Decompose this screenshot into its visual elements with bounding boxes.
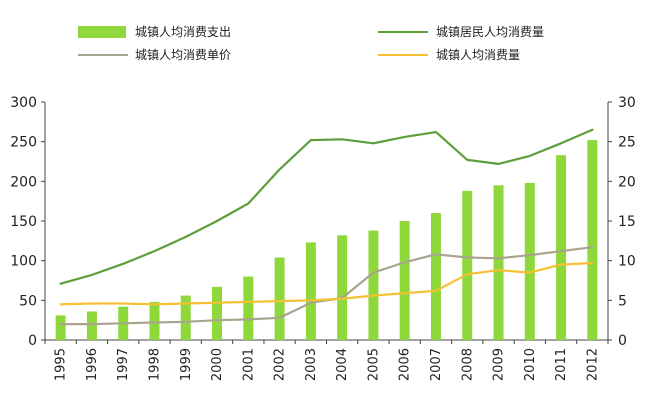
bar xyxy=(212,286,223,340)
x-tick-label: 2001 xyxy=(241,348,256,381)
legend-label-bar: 城镇人均消费支出 xyxy=(135,25,231,39)
x-tick-label: 2011 xyxy=(554,348,569,381)
x-tick-label: 2008 xyxy=(460,348,475,381)
left-tick-label: 250 xyxy=(10,135,37,151)
bar xyxy=(587,140,598,340)
bar xyxy=(524,182,535,340)
x-tick-label: 1998 xyxy=(147,348,162,381)
bar xyxy=(305,242,316,340)
left-tick-label: 0 xyxy=(28,333,37,349)
x-tick-label: 2003 xyxy=(304,348,319,381)
x-tick-label: 2009 xyxy=(492,348,507,381)
bar-series xyxy=(55,140,598,340)
right-tick-label: 15 xyxy=(618,214,636,230)
right-tick-label: 5 xyxy=(618,293,627,309)
x-axis-ticks: 1995 1996 1997 1998 1999 2000 2001 2002 2003 2004… xyxy=(44,340,609,381)
x-tick-label: 2006 xyxy=(398,348,413,381)
legend-label-unit-price: 城镇人均消费单价 xyxy=(135,48,231,62)
x-tick-label: 2007 xyxy=(429,348,444,381)
bar xyxy=(243,276,254,340)
legend-item-per-capita-volume: 城镇人均消费量 xyxy=(378,48,520,62)
bar xyxy=(368,230,379,340)
bar xyxy=(274,257,285,340)
bar xyxy=(180,295,191,340)
right-tick-label: 25 xyxy=(618,135,636,151)
bar xyxy=(462,190,473,340)
legend-swatch-bar xyxy=(78,26,126,38)
bar xyxy=(337,235,348,340)
line-per-capita-volume xyxy=(59,261,594,306)
left-axis-ticks: 0 50 100 150 200 250 300 xyxy=(10,95,45,349)
x-tick-label: 1997 xyxy=(116,348,131,381)
legend: 城镇人均消费支出 城镇居民人均消费量 城镇人均消费单价 城镇人均消费量 xyxy=(78,25,544,62)
legend-item-consumption-volume: 城镇居民人均消费量 xyxy=(378,25,544,39)
right-tick-label: 0 xyxy=(618,333,627,349)
x-tick-label: 2005 xyxy=(366,348,381,381)
left-tick-label: 300 xyxy=(10,95,37,111)
line-unit-price xyxy=(59,246,594,326)
right-tick-label: 20 xyxy=(618,174,636,190)
bar xyxy=(55,315,66,340)
x-tick-label: 1995 xyxy=(54,348,69,381)
left-tick-label: 50 xyxy=(19,293,37,309)
left-tick-label: 100 xyxy=(10,254,37,270)
bar xyxy=(430,213,441,340)
legend-label-consumption-volume: 城镇居民人均消费量 xyxy=(436,25,544,39)
bar xyxy=(149,301,160,340)
x-tick-label: 2004 xyxy=(335,348,350,381)
right-tick-label: 30 xyxy=(618,95,636,111)
legend-item-unit-price: 城镇人均消费单价 xyxy=(78,48,231,62)
bar xyxy=(493,185,504,340)
bar xyxy=(86,311,97,340)
line-consumption-volume xyxy=(59,128,594,285)
line-series-group xyxy=(59,128,594,326)
x-tick-label: 2002 xyxy=(273,348,288,381)
left-tick-label: 150 xyxy=(10,214,37,230)
x-tick-label: 2000 xyxy=(210,348,225,381)
x-tick-label: 2012 xyxy=(585,348,600,381)
bar xyxy=(556,155,567,340)
x-tick-label: 2010 xyxy=(523,348,538,381)
left-tick-label: 200 xyxy=(10,174,37,190)
right-axis-ticks: 0 5 10 15 20 25 30 xyxy=(608,95,636,349)
x-tick-label: 1999 xyxy=(179,348,194,381)
bar xyxy=(399,221,410,340)
x-tick-label: 1996 xyxy=(85,348,100,381)
legend-label-per-capita-volume: 城镇人均消费量 xyxy=(436,48,520,62)
right-tick-label: 10 xyxy=(618,254,636,270)
legend-item-bar: 城镇人均消费支出 xyxy=(78,25,231,39)
